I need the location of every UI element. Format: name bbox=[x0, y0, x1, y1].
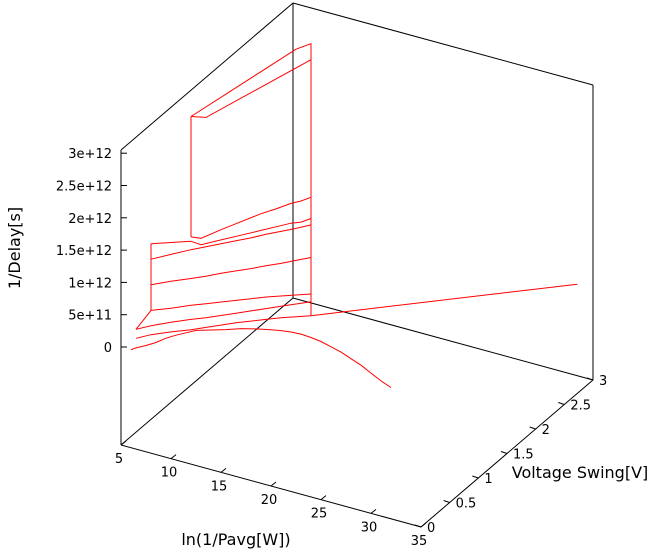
y-tick bbox=[414, 524, 422, 528]
x-axis-label: ln(1/Pavg[W]) bbox=[181, 530, 290, 549]
box-edge bbox=[292, 2, 594, 86]
surface-edge bbox=[135, 243, 152, 330]
z-tick-label: 1e+12 bbox=[68, 276, 112, 291]
x-tick bbox=[370, 508, 377, 514]
x-tick bbox=[320, 495, 327, 501]
box-edge bbox=[120, 2, 294, 151]
delay-curve bbox=[190, 218, 312, 246]
box-edge bbox=[120, 297, 294, 446]
tick-marks bbox=[120, 152, 594, 528]
data-curves bbox=[130, 42, 578, 388]
delay-curve bbox=[190, 196, 312, 239]
y-tick-label: 0 bbox=[427, 521, 435, 536]
delay-curve bbox=[135, 315, 312, 339]
y-tick bbox=[529, 426, 536, 430]
z-tick-label: 2e+12 bbox=[68, 212, 112, 227]
z-tick-label: 3e+12 bbox=[68, 147, 112, 162]
delay-curve bbox=[150, 224, 312, 260]
z-axis-label: 1/Delay[s] bbox=[5, 207, 24, 289]
z-tick-label: 5e+11 bbox=[68, 309, 112, 324]
y-tick bbox=[500, 451, 508, 454]
delay-curve bbox=[150, 293, 312, 311]
x-tick-label: 30 bbox=[361, 520, 378, 535]
x-tick-label: 15 bbox=[211, 479, 228, 494]
x-tick-label: 5 bbox=[115, 452, 123, 467]
x-tick bbox=[220, 467, 227, 473]
x-tick bbox=[270, 481, 277, 487]
y-tick-label: 1 bbox=[484, 472, 492, 487]
delay-curve bbox=[135, 301, 312, 330]
y-tick-label: 3 bbox=[599, 374, 607, 389]
delay-curve bbox=[150, 257, 312, 286]
x-tick-label: 25 bbox=[311, 507, 328, 522]
y-axis-label: Voltage Swing[V] bbox=[512, 463, 649, 482]
y-tick bbox=[443, 500, 450, 503]
tick-labels: 05e+111e+121.5e+122e+122.5e+123e+1251015… bbox=[56, 147, 607, 549]
y-tick bbox=[586, 377, 594, 381]
z-tick-label: 2.5e+12 bbox=[56, 180, 112, 195]
surface-edge bbox=[190, 42, 312, 118]
y-tick-label: 2.5 bbox=[570, 399, 591, 414]
y-tick bbox=[472, 475, 479, 479]
x-tick bbox=[120, 440, 127, 446]
z-tick-label: 1.5e+12 bbox=[56, 244, 112, 259]
delay-curve bbox=[130, 328, 392, 388]
ridge-curve bbox=[310, 283, 578, 317]
y-tick-label: 1.5 bbox=[513, 448, 534, 463]
x-tick-label: 20 bbox=[261, 493, 278, 508]
x-tick-label: 10 bbox=[161, 466, 178, 481]
y-tick bbox=[558, 402, 565, 405]
z-tick-label: 0 bbox=[104, 341, 112, 356]
surface-edge bbox=[150, 240, 192, 245]
box-edge bbox=[292, 297, 594, 381]
x-tick-label: 35 bbox=[411, 534, 428, 549]
x-tick bbox=[420, 522, 427, 528]
y-tick-label: 0.5 bbox=[456, 497, 477, 512]
y-tick-label: 2 bbox=[542, 423, 550, 438]
x-tick bbox=[170, 454, 177, 460]
